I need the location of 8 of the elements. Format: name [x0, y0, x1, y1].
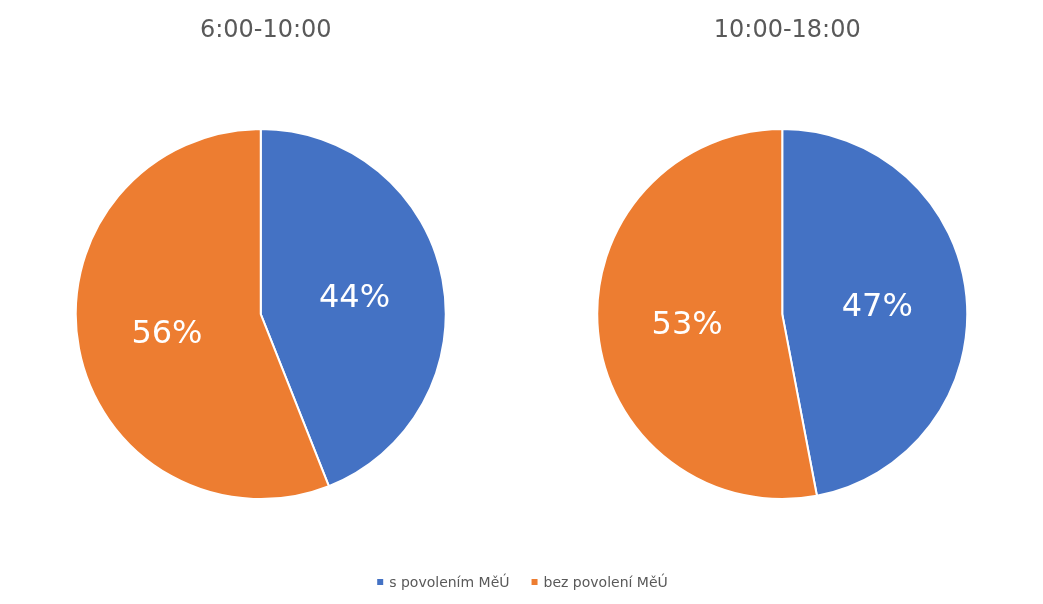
chart-title: 6:00-10:00	[199, 15, 332, 43]
data-label: 47%	[841, 286, 913, 325]
chart-title: 10:00-18:00	[713, 15, 861, 43]
legend-label: s povolením MěÚ	[389, 573, 510, 590]
data-label: 53%	[651, 304, 723, 343]
legend-label: bez povolení MěÚ	[543, 573, 668, 590]
data-label: 56%	[131, 312, 203, 351]
data-label: 44%	[319, 277, 391, 316]
